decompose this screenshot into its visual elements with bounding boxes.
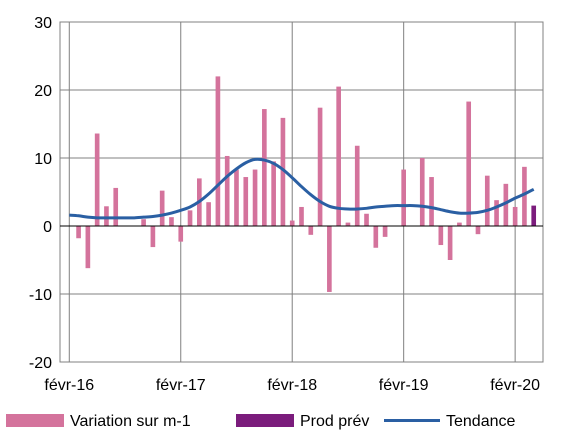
- bar-variation: [169, 217, 174, 226]
- legend-label-variation: Variation sur m-1: [70, 413, 191, 430]
- bar-variation: [187, 210, 193, 226]
- x-axis-ticks: févr-16 févr-17 févr-18 févr-19 févr-20: [44, 377, 540, 394]
- x-tick-label: févr-17: [156, 377, 206, 394]
- bar-variation: [271, 161, 276, 226]
- bar-variation: [364, 213, 369, 226]
- bar-variation: [94, 133, 100, 226]
- bar-variation: [336, 86, 341, 226]
- bar-variation: [457, 222, 462, 226]
- bar-variation: [345, 222, 351, 226]
- bar-variation: [503, 183, 509, 226]
- y-tick-label: 10: [34, 151, 52, 168]
- bar-variation: [141, 219, 146, 226]
- bar-variation: [382, 226, 388, 237]
- bar-variation: [76, 226, 81, 239]
- x-tick-label: févr-16: [44, 377, 94, 394]
- trend-line: [69, 157, 535, 220]
- y-tick-label: 20: [34, 83, 52, 100]
- legend: Variation sur m-1 Prod prév Tendance: [6, 413, 515, 430]
- bar-variation: [522, 166, 527, 226]
- legend-swatch-variation: [6, 414, 64, 427]
- bar-variation: [327, 226, 332, 292]
- bars: [76, 76, 537, 292]
- bar-variation: [215, 76, 221, 227]
- bar-variation: [150, 226, 156, 248]
- bar-variation: [401, 169, 406, 226]
- bar-variation: [206, 202, 211, 226]
- bar-variation: [178, 226, 184, 242]
- bar-variation: [252, 169, 258, 226]
- bar-variation: [484, 175, 490, 226]
- bar-variation: [224, 155, 230, 226]
- bar-variation: [159, 190, 165, 226]
- plot-frame: [59, 21, 544, 363]
- bar-variation: [85, 226, 91, 269]
- bar-variation: [243, 177, 249, 226]
- bar-variation: [308, 226, 314, 235]
- bar-prod-prev: [531, 205, 537, 226]
- y-tick-label: -20: [29, 355, 52, 372]
- bar-variation: [289, 220, 295, 226]
- bar-variation: [104, 206, 109, 226]
- bar-variation: [373, 226, 379, 248]
- trend-line-group: [69, 157, 535, 220]
- bar-variation: [354, 145, 360, 226]
- bar-variation: [466, 101, 472, 226]
- y-tick-label: 0: [43, 219, 52, 236]
- bar-variation: [280, 117, 286, 226]
- legend-label-prod-prev: Prod prév: [300, 413, 369, 430]
- y-axis-ticks: 30 20 10 0 -10 -20: [29, 15, 52, 372]
- y-tick-label: 30: [34, 15, 52, 32]
- bar-variation: [317, 107, 323, 226]
- bar-variation: [438, 226, 444, 246]
- y-tick-label: -10: [29, 287, 52, 304]
- bar-variation: [447, 226, 453, 260]
- bar-variation: [299, 206, 304, 226]
- bar-variation: [262, 109, 267, 226]
- bar-variation: [512, 206, 518, 226]
- bar-variation: [234, 169, 239, 226]
- bar-variation: [475, 226, 481, 235]
- x-tick-label: févr-20: [490, 377, 540, 394]
- bar-variation: [494, 200, 499, 226]
- x-tick-label: févr-18: [267, 377, 317, 394]
- bar-variation: [113, 187, 119, 226]
- bar-variation: [419, 158, 425, 226]
- legend-swatch-prod-prev: [236, 414, 294, 427]
- legend-label-tendance: Tendance: [446, 413, 515, 430]
- plot-border: [59, 21, 544, 363]
- x-tick-label: févr-19: [379, 377, 429, 394]
- bar-variation: [429, 177, 434, 226]
